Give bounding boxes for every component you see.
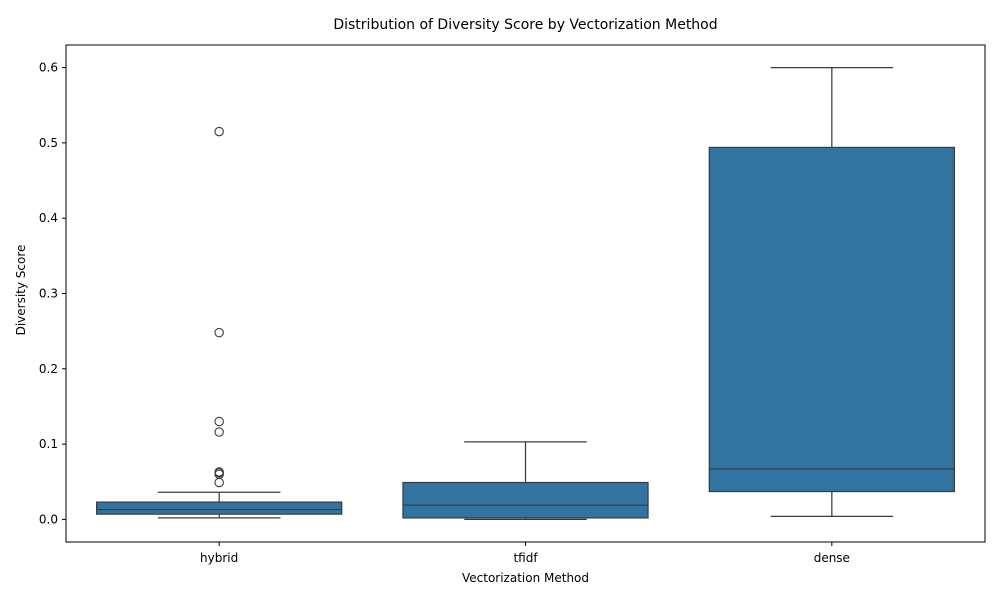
y-tick-label: 0.5 bbox=[39, 136, 58, 150]
axes-layer: 0.0 0.1 0.2 0.3 0.4 0.5 0.6 hybrid tfidf dense bbox=[39, 44, 986, 565]
x-tick-label: hybrid bbox=[200, 551, 238, 565]
outlier-point bbox=[214, 327, 224, 338]
y-axis-label: Diversity Score bbox=[14, 245, 28, 336]
x-tick-label: dense bbox=[814, 551, 850, 565]
outlier-point bbox=[214, 416, 224, 427]
y-tick-label: 0.2 bbox=[39, 362, 58, 376]
x-axis-label: Vectorization Method bbox=[462, 571, 589, 585]
y-tick-label: 0.3 bbox=[39, 287, 58, 301]
y-tick-label: 0.1 bbox=[39, 437, 58, 451]
box-group-dense bbox=[708, 66, 955, 518]
outlier-point bbox=[214, 427, 224, 437]
outlier-point bbox=[214, 467, 224, 477]
outlier-point bbox=[214, 126, 224, 137]
outlier-point bbox=[214, 477, 224, 488]
chart-title: Distribution of Diversity Score by Vecto… bbox=[333, 17, 717, 33]
y-tick-label: 0.6 bbox=[39, 61, 58, 75]
box-group-hybrid bbox=[96, 126, 343, 519]
box-group-tfidf bbox=[402, 441, 649, 521]
box-iqr bbox=[96, 501, 343, 515]
y-tick-label: 0.4 bbox=[39, 211, 58, 225]
y-tick-label: 0.0 bbox=[39, 512, 58, 526]
box-iqr bbox=[708, 146, 955, 493]
x-tick-label: tfidf bbox=[513, 551, 538, 565]
box-iqr bbox=[402, 481, 649, 519]
boxes-layer bbox=[96, 66, 955, 521]
